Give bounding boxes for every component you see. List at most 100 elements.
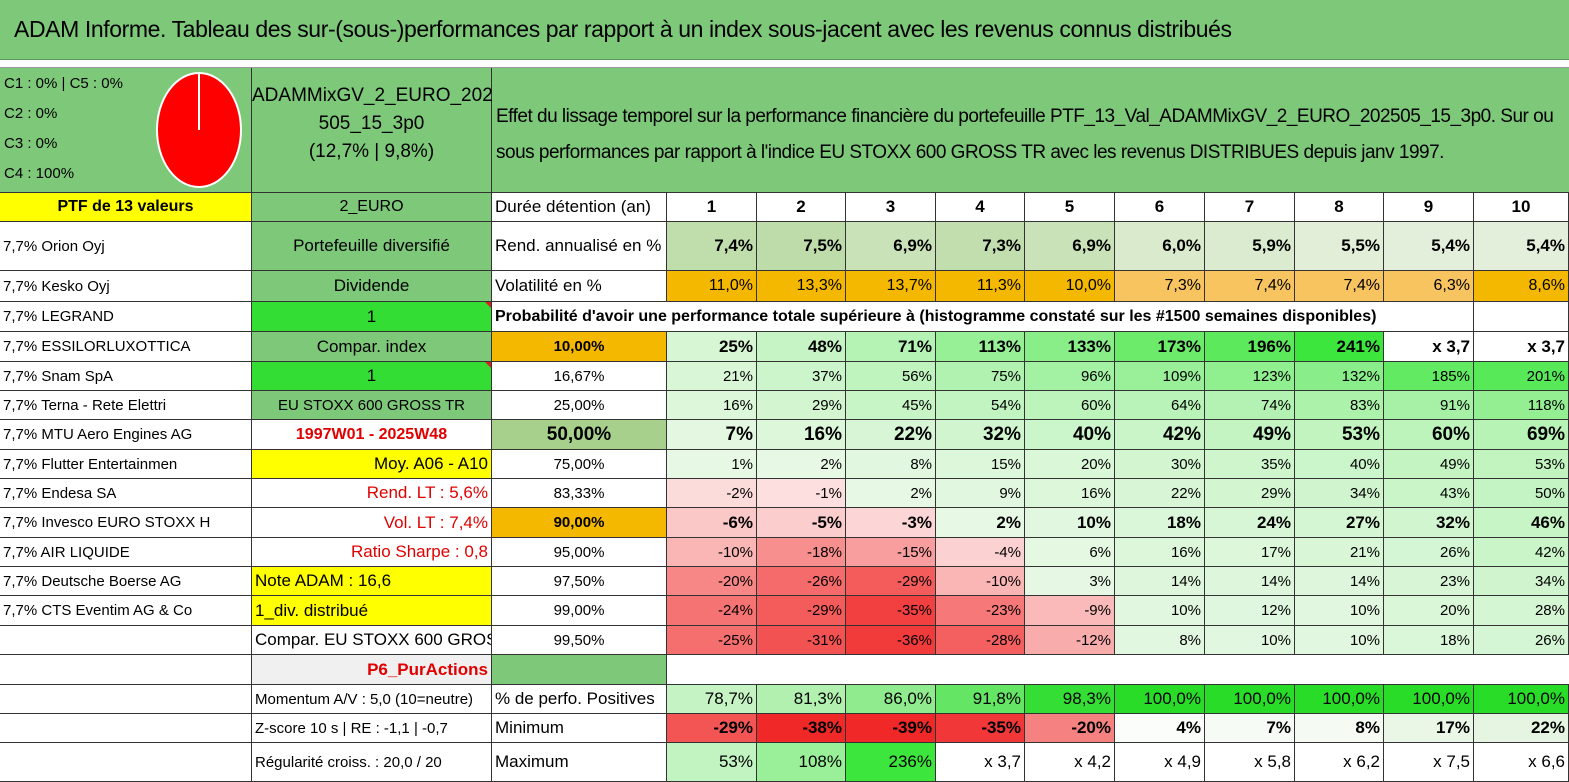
probability-value: 42% — [1115, 420, 1205, 450]
probability-value: 133% — [1025, 332, 1115, 362]
minimum-value: 22% — [1474, 714, 1569, 743]
info-cell: Vol. LT : 7,4% — [252, 508, 492, 538]
info-cell: Note ADAM : 16,6 — [252, 567, 492, 596]
probability-value: -5% — [757, 508, 846, 538]
probability-value: -4% — [936, 538, 1025, 567]
probability-value: 22% — [846, 420, 936, 450]
pie-legend-line: C3 : 0% — [4, 135, 58, 152]
probability-value: 14% — [1115, 567, 1205, 596]
probability-value: 3% — [1025, 567, 1115, 596]
probability-value: 173% — [1115, 332, 1205, 362]
maximum-value: 108% — [757, 743, 846, 782]
info-cell: Moy. A06 - A10 — [252, 450, 492, 479]
probability-level: 75,00% — [492, 450, 667, 479]
year-header: 3 — [846, 193, 936, 222]
probability-value: 91% — [1384, 391, 1474, 420]
volatility-value: 10,0% — [1025, 271, 1115, 302]
minimum-value: -35% — [936, 714, 1025, 743]
positives-value: 81,3% — [757, 685, 846, 714]
probability-value: 10% — [1115, 596, 1205, 626]
empty-cell — [492, 655, 667, 685]
spacer-row — [0, 60, 1569, 68]
maximum-value: x 4,2 — [1025, 743, 1115, 782]
holding-row: 7,7% AIR LIQUIDE — [0, 538, 252, 567]
return-value: 6,0% — [1115, 222, 1205, 271]
probability-value: 49% — [1384, 450, 1474, 479]
volatility-value: 11,3% — [936, 271, 1025, 302]
probability-value: 7% — [667, 420, 757, 450]
probability-value: 118% — [1474, 391, 1569, 420]
year-header: 5 — [1025, 193, 1115, 222]
maximum-value: 236% — [846, 743, 936, 782]
minimum-value: 17% — [1384, 714, 1474, 743]
portfolio-name: ADAMMixGV_2_EURO_202 — [252, 85, 493, 106]
info-cell: 1_div. distribué — [252, 596, 492, 626]
return-value: 7,5% — [757, 222, 846, 271]
probability-value: 24% — [1205, 508, 1295, 538]
title-banner: ADAM Informe. Tableau des sur-(sous-)per… — [0, 0, 1569, 60]
probability-value: 26% — [1474, 626, 1569, 655]
positives-value: 100,0% — [1295, 685, 1384, 714]
positives-value: 78,7% — [667, 685, 757, 714]
description-text: Effet du lissage temporel sur la perform… — [496, 106, 1554, 163]
probability-value: 18% — [1384, 626, 1474, 655]
minimum-value: 8% — [1295, 714, 1384, 743]
page-title: ADAM Informe. Tableau des sur-(sous-)per… — [14, 16, 1232, 42]
return-value: 5,9% — [1205, 222, 1295, 271]
return-value: 7,4% — [667, 222, 757, 271]
probability-value: -35% — [846, 596, 936, 626]
probability-value: 201% — [1474, 362, 1569, 391]
positives-value: 86,0% — [846, 685, 936, 714]
holding-row: 7,7% Kesko Oyj — [0, 271, 252, 302]
minimum-value: -39% — [846, 714, 936, 743]
positives-value: 91,8% — [936, 685, 1025, 714]
probability-level: 90,00% — [492, 508, 667, 538]
separator-row — [667, 655, 1569, 685]
volatility-value: 13,7% — [846, 271, 936, 302]
probability-value: 45% — [846, 391, 936, 420]
holding-row: 7,7% Flutter Entertainmen — [0, 450, 252, 479]
probability-value: -1% — [757, 479, 846, 508]
probability-value: -3% — [846, 508, 936, 538]
probability-value: 20% — [1384, 596, 1474, 626]
holding-row: 7,7% Deutsche Boerse AG — [0, 567, 252, 596]
year-header: 4 — [936, 193, 1025, 222]
volatility-value: 6,3% — [1384, 271, 1474, 302]
info-cell: Momentum A/V : 5,0 (10=neutre) — [252, 685, 492, 714]
holding-row: 7,7% CTS Eventim AG & Co — [0, 596, 252, 626]
probability-value: 28% — [1474, 596, 1569, 626]
probability-level: 16,67% — [492, 362, 667, 391]
pie-legend-line: C4 : 100% — [4, 165, 75, 182]
probability-value: -6% — [667, 508, 757, 538]
probability-value: -28% — [936, 626, 1025, 655]
info-cell: Régularité croiss. : 20,0 / 20 — [252, 743, 492, 782]
positives-value: 100,0% — [1115, 685, 1205, 714]
maximum-value: 53% — [667, 743, 757, 782]
probability-value: 34% — [1474, 567, 1569, 596]
year-header: 7 — [1205, 193, 1295, 222]
probability-level: 99,00% — [492, 596, 667, 626]
probability-value: 83% — [1295, 391, 1384, 420]
holding-row: 7,7% MTU Aero Engines AG — [0, 420, 252, 450]
probability-value: 16% — [667, 391, 757, 420]
holding-row: 7,7% ESSILORLUXOTTICA — [0, 332, 252, 362]
maximum-value: x 4,9 — [1115, 743, 1205, 782]
probability-value: 113% — [936, 332, 1025, 362]
minimum-value: -20% — [1025, 714, 1115, 743]
maximum-value: x 6,6 — [1474, 743, 1569, 782]
probability-value: 54% — [936, 391, 1025, 420]
volatility-value: 13,3% — [757, 271, 846, 302]
probability-value: 53% — [1295, 420, 1384, 450]
probability-value: 123% — [1205, 362, 1295, 391]
portfolio-name-cont: 505_15_3p0 — [318, 113, 425, 134]
probability-value: -9% — [1025, 596, 1115, 626]
probability-value: -15% — [846, 538, 936, 567]
volatility-label: Volatilité en % — [492, 271, 667, 302]
probability-value: 74% — [1205, 391, 1295, 420]
positives-value: 100,0% — [1205, 685, 1295, 714]
duration-label: Durée détention (an) — [492, 193, 667, 222]
allocation-pie-chart — [156, 72, 242, 188]
return-label: Rend. annualisé en % — [492, 222, 667, 271]
probability-value: 6% — [1025, 538, 1115, 567]
probability-value: 75% — [936, 362, 1025, 391]
